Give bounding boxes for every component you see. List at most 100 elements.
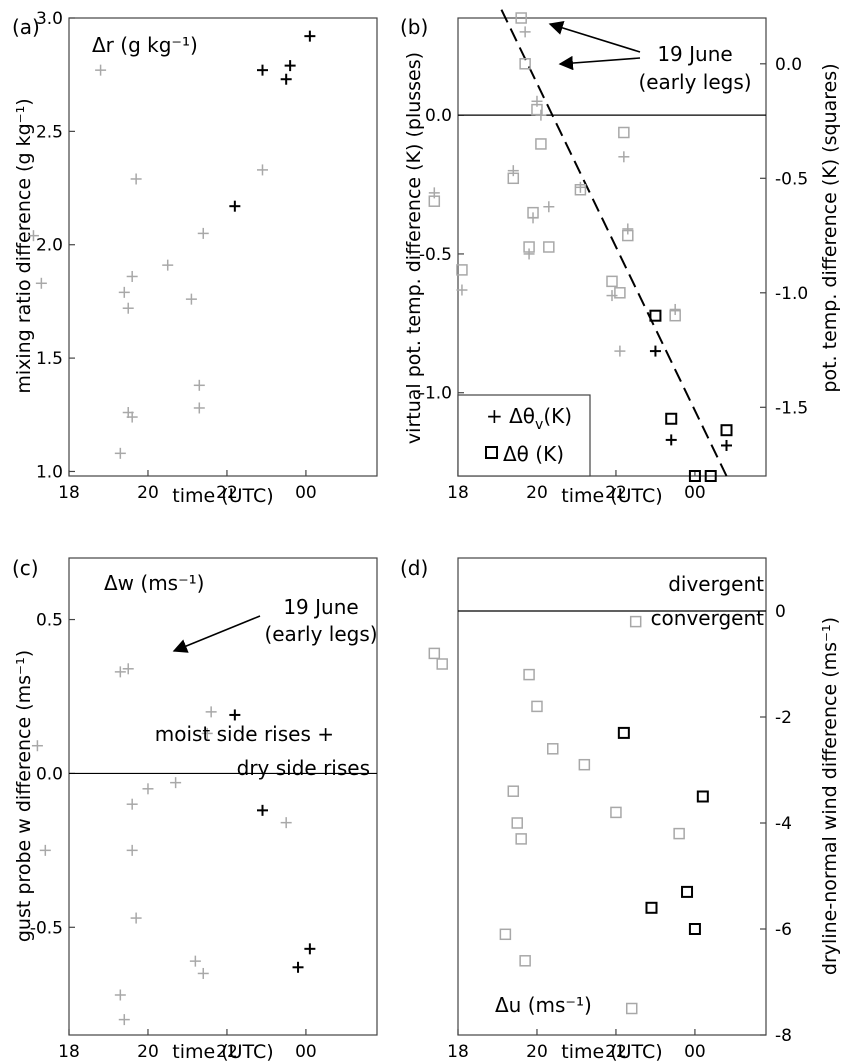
xtick-label: 22 <box>605 483 627 503</box>
panel-a-yticks: 1.0 1.5 2.0 2.5 3.0 <box>36 9 75 482</box>
square-marker <box>519 58 531 70</box>
square-marker <box>606 275 618 288</box>
square-marker <box>547 743 559 755</box>
panel-b-points <box>428 12 733 482</box>
panel-d-upper-label: divergent <box>668 572 764 596</box>
ytick-label: -0.5 <box>775 169 808 189</box>
plus-marker <box>574 181 586 193</box>
plus-marker <box>185 293 197 305</box>
square-marker <box>629 615 642 628</box>
panel-b-annotation-line2: (early legs) <box>638 70 751 94</box>
panel-a-quantity: Δr (g kg⁻¹) <box>92 33 198 57</box>
panel-c-label: (c) <box>12 556 39 580</box>
ytick-label: 1.5 <box>36 349 63 369</box>
xtick-label: 18 <box>447 1042 469 1061</box>
legend-square-label: Δθ (K) <box>503 442 564 466</box>
plus-marker <box>669 303 681 315</box>
plus-marker <box>229 709 241 721</box>
panel-b-annotation-line1: 19 June <box>657 42 732 66</box>
plus-marker <box>665 434 677 446</box>
panel-b-ylabel-right: pot. temp. difference (K) (squares) <box>819 63 841 392</box>
legend-square-icon <box>485 446 498 459</box>
panel-c-arrow <box>172 615 261 653</box>
panel-c-yticks: -0.5 0.0 0.5 <box>30 611 75 938</box>
square-marker <box>669 309 681 322</box>
plus-marker <box>256 804 268 816</box>
xtick-label: 18 <box>447 483 469 503</box>
square-marker <box>531 103 543 116</box>
fit-line <box>500 9 728 477</box>
xtick-label: 22 <box>216 1042 238 1061</box>
square-marker <box>543 241 555 253</box>
plus-marker <box>142 783 154 795</box>
panel-b-label: (b) <box>400 15 428 39</box>
square-marker <box>673 827 685 840</box>
panel-b-yticks-left: -1.0 -0.5 0.0 <box>419 106 464 404</box>
plus-marker <box>201 727 213 739</box>
plus-marker <box>95 64 107 76</box>
plus-marker <box>304 30 316 42</box>
plus-marker <box>126 844 138 856</box>
panel-b-frame <box>457 17 767 477</box>
panel-a-frame <box>68 17 378 477</box>
plus-marker <box>126 798 138 810</box>
panel-c-ylabel: gust probe w difference (ms⁻¹) <box>13 650 35 942</box>
ytick-label: 0.0 <box>775 55 802 75</box>
plus-marker <box>618 151 630 163</box>
panel-c-annotation-line1: 19 June <box>283 595 358 619</box>
plus-marker <box>519 26 531 38</box>
plus-marker <box>649 345 661 357</box>
ytick-label: -1.0 <box>775 284 808 304</box>
xtick-label: 20 <box>526 1042 548 1061</box>
xtick-label: 20 <box>137 483 159 503</box>
panel-b: (b) virtual pot. temp. difference (K) (p… <box>400 9 841 507</box>
square-marker <box>523 241 535 253</box>
xtick-label: 00 <box>684 1042 706 1061</box>
panel-c-quantity: Δw (ms⁻¹) <box>104 571 204 595</box>
panel-a-ylabel: mixing ratio difference (g kg⁻¹) <box>13 98 35 393</box>
square-marker <box>645 901 658 914</box>
xtick-label: 22 <box>216 483 238 503</box>
plus-marker <box>606 290 618 302</box>
square-marker <box>523 668 535 681</box>
panel-a-label: (a) <box>12 15 40 39</box>
panel-c-lower-label: dry side rises <box>237 756 370 780</box>
panel-b-legend: + Δθv(K) Δθ (K) <box>457 394 591 477</box>
square-marker <box>515 12 527 24</box>
plus-marker <box>114 989 126 1001</box>
square-marker <box>681 885 694 898</box>
panel-c-upper-label: moist side rises + <box>155 722 334 746</box>
square-marker <box>436 658 448 670</box>
plus-marker <box>284 60 296 72</box>
square-marker <box>519 955 531 967</box>
legend-plus-label: + Δθv(K) <box>486 404 572 433</box>
panel-a: (a) Δr (g kg⁻¹) mixing ratio difference … <box>12 9 378 507</box>
square-marker <box>688 923 701 935</box>
square-marker <box>507 172 520 185</box>
panel-b-xlabel: time (UTC) <box>561 485 662 507</box>
ytick-label: -0.5 <box>30 918 63 938</box>
plus-marker <box>35 277 47 289</box>
plus-marker <box>304 943 316 955</box>
panel-b-xticks: 18 20 22 00 <box>447 470 706 503</box>
ytick-label: 0 <box>775 602 786 622</box>
square-marker <box>696 790 709 803</box>
plus-marker <box>122 302 134 314</box>
plus-marker <box>118 286 130 298</box>
square-marker <box>618 126 630 139</box>
ytick-label: 2.0 <box>36 236 63 256</box>
panel-b-lines <box>458 9 766 477</box>
panel-d-lower-label: convergent <box>651 606 765 630</box>
square-marker <box>688 470 701 482</box>
square-marker <box>527 206 539 219</box>
square-marker <box>507 785 520 797</box>
square-marker <box>428 647 441 660</box>
plus-marker <box>162 259 174 271</box>
plus-marker <box>39 844 51 856</box>
plus-marker <box>205 706 217 718</box>
plus-marker <box>189 955 201 967</box>
panel-d-ylabel-right: dryline-normal wind difference (ms⁻¹) <box>819 617 841 975</box>
xtick-label: 00 <box>684 483 706 503</box>
plus-marker <box>292 961 304 973</box>
panel-d: (d) Δu (ms⁻¹) dryline-normal wind differ… <box>400 556 841 1061</box>
